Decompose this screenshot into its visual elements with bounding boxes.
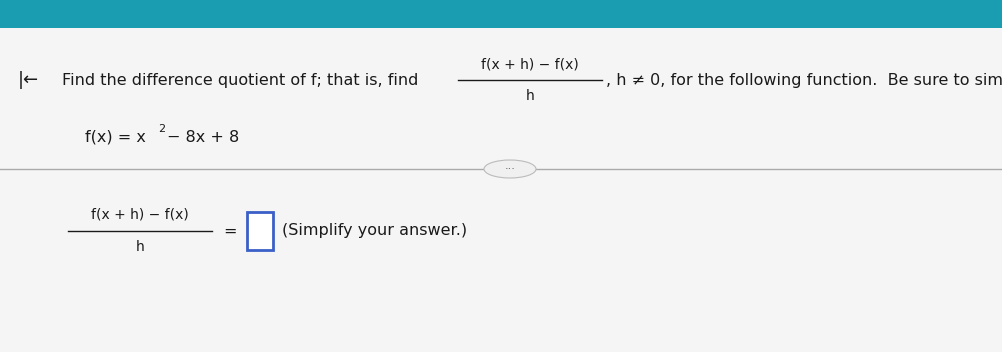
Text: (Simplify your answer.): (Simplify your answer.) bbox=[282, 224, 467, 239]
Text: ···: ··· bbox=[505, 164, 515, 174]
Text: 2: 2 bbox=[158, 124, 165, 134]
Text: − 8x + 8: − 8x + 8 bbox=[167, 130, 239, 145]
FancyBboxPatch shape bbox=[0, 28, 1002, 352]
Text: , h ≠ 0, for the following function.  Be sure to simplify.: , h ≠ 0, for the following function. Be … bbox=[606, 73, 1002, 88]
Text: f(x) = x: f(x) = x bbox=[85, 130, 146, 145]
Ellipse shape bbox=[484, 160, 536, 178]
Text: h: h bbox=[526, 89, 534, 103]
Text: f(x + h) − f(x): f(x + h) − f(x) bbox=[91, 208, 188, 222]
Text: =: = bbox=[223, 224, 236, 239]
FancyBboxPatch shape bbox=[0, 0, 1002, 28]
Text: h: h bbox=[135, 240, 144, 254]
Text: |←: |← bbox=[17, 71, 38, 89]
FancyBboxPatch shape bbox=[247, 212, 273, 250]
Text: f(x + h) − f(x): f(x + h) − f(x) bbox=[481, 57, 579, 71]
Text: Find the difference quotient of f; that is, find: Find the difference quotient of f; that … bbox=[62, 73, 419, 88]
